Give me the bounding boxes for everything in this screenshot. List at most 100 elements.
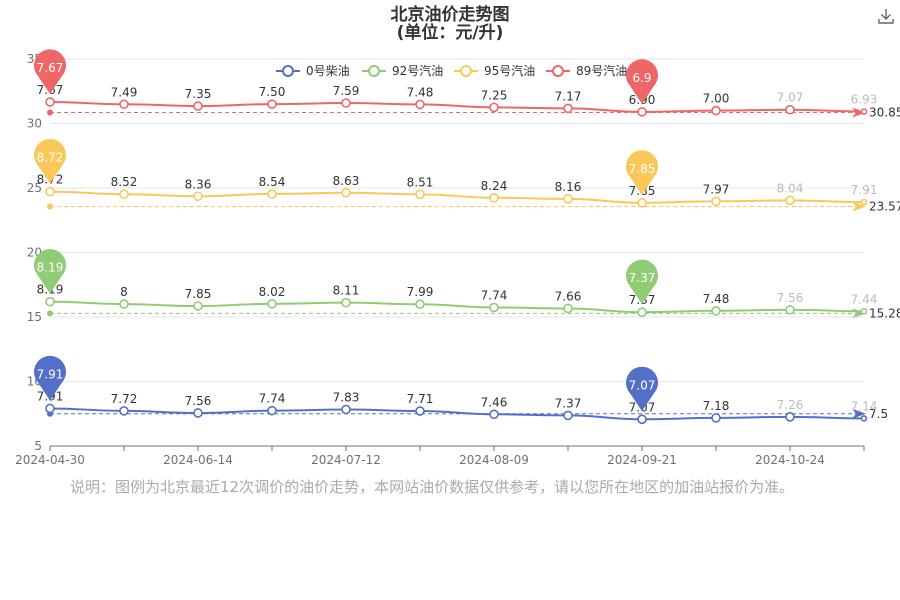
- data-point: [637, 198, 647, 208]
- download-icon[interactable]: [876, 6, 896, 26]
- data-point: [341, 404, 351, 415]
- pin-shape: [625, 259, 658, 305]
- data-label: 8: [120, 285, 128, 299]
- data-point: [711, 105, 721, 116]
- average-arrow: [852, 408, 866, 419]
- data-label: 8.52: [111, 175, 138, 189]
- data-point: [563, 303, 573, 314]
- data-point: [711, 413, 721, 423]
- data-label: 8.63: [333, 174, 360, 188]
- data-label: 7.56: [185, 394, 212, 408]
- pin-label: 7.85: [629, 162, 656, 176]
- pin-shape: [34, 139, 66, 184]
- data-label: 7.17: [555, 89, 582, 103]
- marker-pin: 7.85: [625, 150, 658, 195]
- legend: 0号柴油 92号汽油 95号汽油 89号汽油: [276, 63, 627, 78]
- marker-pin: 8.72: [34, 139, 66, 184]
- data-point: [415, 189, 425, 200]
- marker-pin: 7.67: [34, 49, 66, 94]
- legend-label: 89号汽油: [576, 63, 627, 78]
- legend-marker: [552, 65, 564, 77]
- legend-label: 0号柴油: [306, 64, 350, 78]
- chart-subtitle: (单位：元/升): [397, 22, 504, 43]
- data-point: [193, 301, 203, 311]
- data-label: 7.97: [703, 182, 730, 196]
- pin-shape: [625, 150, 658, 195]
- data-point: [45, 186, 55, 197]
- average-arrow: [852, 201, 866, 212]
- data-point: [860, 108, 868, 115]
- data-label: 7.26: [777, 398, 804, 412]
- data-label: 6.93: [851, 93, 878, 107]
- pin-shape: [625, 366, 658, 412]
- data-point: [119, 406, 129, 416]
- grid-lines: [50, 58, 864, 382]
- y-tick-label: 15: [27, 310, 42, 324]
- pin-label: 7.91: [37, 367, 64, 381]
- y-tick-label: 30: [27, 117, 42, 131]
- data-point: [341, 98, 351, 108]
- y-tick-label: 5: [34, 439, 42, 453]
- data-point: [637, 414, 647, 425]
- data-label: 7.00: [703, 92, 730, 106]
- legend-label: 92号汽油: [392, 63, 443, 78]
- pin-shape: [34, 49, 66, 94]
- average-arrow: [852, 107, 866, 118]
- data-point: [193, 191, 203, 202]
- data-point: [341, 297, 351, 308]
- data-point: [193, 101, 203, 111]
- data-point: [45, 403, 55, 414]
- legend-item: 92号汽油: [362, 63, 443, 78]
- data-label: 8.54: [259, 175, 286, 189]
- marker-pins: 7.91 7.07 8.19 7.37 8.72 7.85 7.67 6.9: [34, 49, 658, 412]
- legend-marker: [282, 65, 294, 77]
- pin-shape: [34, 355, 66, 401]
- data-label: 7.56: [777, 291, 804, 305]
- data-point: [637, 107, 647, 117]
- data-label: 7.44: [851, 292, 878, 306]
- data-point: [267, 405, 277, 416]
- data-point: [267, 299, 277, 309]
- data-label: 7.71: [407, 392, 434, 406]
- data-label: 7.99: [407, 285, 434, 299]
- data-label: 7.49: [111, 85, 138, 99]
- data-label: 8.51: [407, 175, 434, 189]
- legend-label: 95号汽油: [484, 63, 535, 78]
- data-point: [785, 195, 795, 206]
- data-point: [267, 189, 277, 199]
- average-start-dot: [47, 203, 53, 210]
- data-point: [341, 187, 351, 198]
- data-label: 8.11: [333, 284, 360, 298]
- data-point: [45, 97, 55, 107]
- data-label: 7.59: [333, 84, 360, 98]
- data-point: [415, 99, 425, 110]
- legend-item: 95号汽油: [454, 63, 535, 78]
- data-point: [193, 408, 203, 418]
- data-label: 7.14: [851, 399, 878, 413]
- marker-pin: 6.9: [625, 59, 658, 104]
- marker-pin: 7.07: [625, 366, 658, 412]
- data-point: [563, 194, 573, 204]
- series-line: [49, 190, 865, 204]
- series-lines: [45, 97, 868, 425]
- average-start-dot: [47, 310, 53, 317]
- pin-label: 6.9: [632, 71, 651, 85]
- data-label: 7.66: [555, 289, 582, 303]
- data-label: 7.18: [703, 399, 730, 413]
- average-lines: 7.5 15.28 23.57 30.85: [47, 106, 900, 421]
- data-label: 7.83: [333, 390, 360, 404]
- marker-pin: 8.19: [34, 249, 66, 294]
- y-tick-label: 25: [27, 181, 42, 195]
- data-label: 8.36: [185, 177, 212, 191]
- data-point: [785, 304, 795, 315]
- marker-pin: 7.91: [34, 355, 66, 401]
- data-label: 7.72: [111, 392, 138, 406]
- data-labels: 7.91 7.72 7.56 7.74 7.83 7.71 7.46 7.37 7.07 7.18…: [37, 83, 878, 414]
- x-tick-label: 2024-08-09: [459, 453, 529, 467]
- series-line: [49, 407, 865, 421]
- data-point: [637, 307, 647, 318]
- data-point: [860, 415, 868, 422]
- x-tick-label: 2024-10-24: [755, 453, 825, 467]
